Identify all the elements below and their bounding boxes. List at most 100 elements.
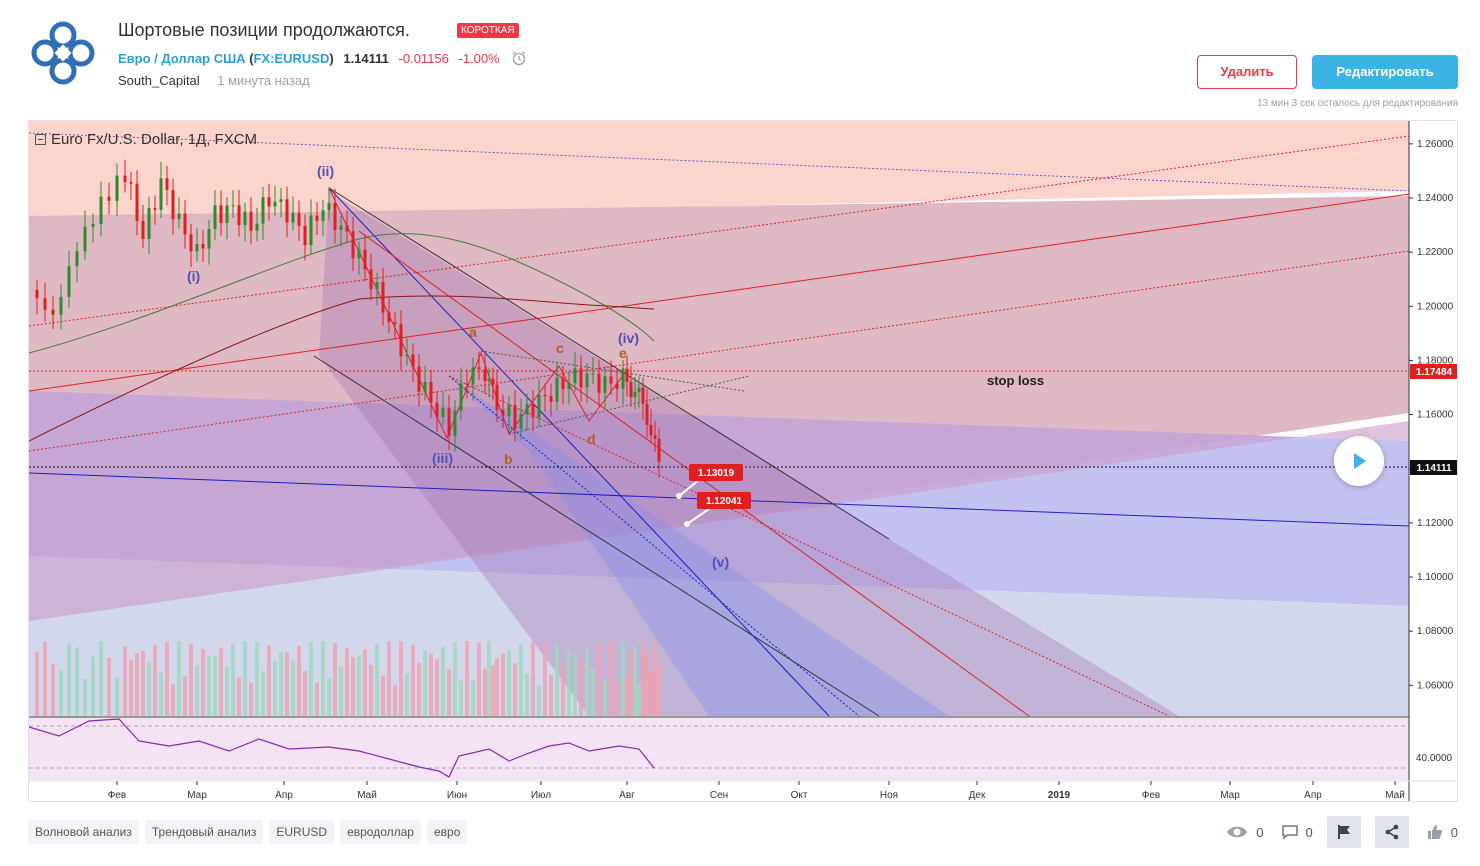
candles-group	[35, 159, 661, 478]
short-badge: КОРОТКАЯ	[457, 23, 519, 38]
symbol-row: Евро / Доллар США (FX:EURUSD) 1.14111 -0…	[118, 50, 527, 66]
volume-bar	[303, 671, 307, 716]
candle-body	[291, 212, 295, 223]
stop-price-tag	[1410, 364, 1457, 379]
social-bar: 0 0 0	[1208, 816, 1458, 848]
candle-body	[363, 249, 367, 270]
candle-body	[91, 223, 95, 227]
price-chart[interactable]: (i) (ii) (iii) (iv) (v) a b c d e stop l…	[29, 121, 1458, 802]
candle-body	[83, 226, 87, 252]
volume-bar	[261, 671, 265, 716]
candle-body	[75, 251, 79, 267]
volume-bar	[393, 684, 397, 716]
candle-body	[177, 213, 181, 220]
volume-bar	[267, 645, 271, 716]
candle-body	[375, 281, 379, 290]
tag-item[interactable]: EURUSD	[269, 820, 335, 844]
volume-bar	[201, 648, 205, 716]
author-row: South_Capital 1 минута назад	[118, 73, 310, 88]
descending-channel-fill	[319, 191, 1179, 716]
candle-body	[219, 205, 223, 223]
volume-bar	[525, 673, 529, 716]
candle-body	[487, 378, 491, 382]
report-button[interactable]	[1326, 816, 1361, 848]
candle-body	[465, 383, 469, 385]
candle-body	[159, 178, 163, 210]
volume-bar	[147, 662, 151, 716]
wave-label-c: c	[556, 340, 564, 356]
likes-counter[interactable]: 0	[1427, 824, 1458, 840]
delete-button[interactable]: Удалить	[1197, 55, 1297, 89]
volume-bar	[153, 645, 157, 716]
views-count: 0	[1256, 824, 1264, 840]
volume-bar	[471, 679, 475, 716]
symbol-link[interactable]: Евро / Доллар США (FX:EURUSD)	[118, 51, 334, 66]
candle-body	[207, 229, 211, 249]
share-button[interactable]	[1374, 816, 1409, 848]
candle-body	[585, 373, 589, 388]
candle-body	[657, 438, 661, 462]
volume-bar	[195, 665, 199, 716]
volume-bar	[249, 682, 253, 716]
candle-body	[321, 210, 325, 221]
volume-bar	[135, 653, 139, 716]
thumbs-up-icon	[1427, 825, 1442, 839]
alarm-clock-icon[interactable]	[511, 50, 527, 66]
candle-body	[459, 383, 463, 411]
ma-darkred	[29, 295, 655, 442]
candle-body	[513, 404, 517, 429]
tag-item[interactable]: евродоллар	[340, 820, 421, 844]
time-tick-label: 2019	[1048, 790, 1071, 801]
candle-body	[637, 387, 641, 393]
volume-bar	[411, 644, 415, 716]
candle-body	[225, 205, 229, 223]
blue-fan-fill	[449, 376, 949, 716]
volume-bar	[435, 659, 439, 716]
volume-bar	[405, 673, 409, 716]
candle-body	[519, 414, 523, 429]
tag-item[interactable]: Трендовый анализ	[144, 820, 264, 844]
symbol-price: 1.14111	[343, 51, 389, 66]
volume-bar	[387, 641, 391, 716]
collapse-icon[interactable]	[35, 134, 46, 145]
candle-body	[507, 404, 511, 417]
chart-container[interactable]: (i) (ii) (iii) (iv) (v) a b c d e stop l…	[28, 120, 1458, 802]
volume-bar	[495, 658, 499, 716]
volume-bar	[417, 662, 421, 716]
volume-bar	[603, 678, 607, 716]
candle-body	[525, 403, 529, 415]
tag-item[interactable]: Волновой анализ	[28, 820, 139, 844]
candle-body	[129, 182, 133, 184]
author-logo-icon[interactable]	[30, 20, 96, 86]
play-button[interactable]	[1334, 436, 1384, 486]
candle-body	[625, 368, 629, 382]
volume-bar	[477, 642, 481, 716]
candle-body	[255, 223, 259, 231]
candle-body	[411, 354, 415, 367]
target1-text: 1.13019	[698, 468, 735, 479]
candle-body	[633, 392, 637, 398]
comments-count: 0	[1305, 824, 1313, 840]
candle-body	[531, 403, 535, 418]
comments-counter[interactable]: 0	[1281, 824, 1313, 840]
edit-button[interactable]: Редактировать	[1312, 55, 1458, 89]
candle-body	[597, 373, 601, 393]
candle-body	[67, 266, 71, 297]
volume-bar	[345, 647, 349, 716]
volume-bar	[429, 653, 433, 716]
flag-icon	[1337, 825, 1350, 839]
candle-body	[261, 197, 265, 224]
volume-bar	[615, 681, 619, 716]
volume-bar	[255, 641, 259, 716]
candle-body	[303, 225, 307, 246]
volume-bar	[519, 644, 523, 716]
time-tick-label: Ноя	[880, 790, 898, 801]
price-tick-label: 1.26000	[1417, 139, 1454, 150]
author-name[interactable]: South_Capital	[118, 73, 200, 88]
volume-bar	[207, 655, 211, 716]
volume-bar	[487, 641, 491, 716]
candle-body	[603, 376, 607, 393]
volume-bar	[339, 667, 343, 716]
volume-bar	[447, 669, 451, 716]
tag-item[interactable]: евро	[426, 820, 468, 844]
